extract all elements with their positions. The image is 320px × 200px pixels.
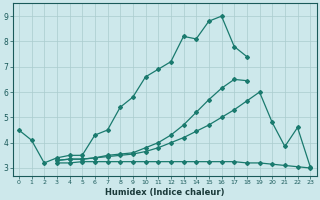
X-axis label: Humidex (Indice chaleur): Humidex (Indice chaleur) <box>105 188 224 197</box>
